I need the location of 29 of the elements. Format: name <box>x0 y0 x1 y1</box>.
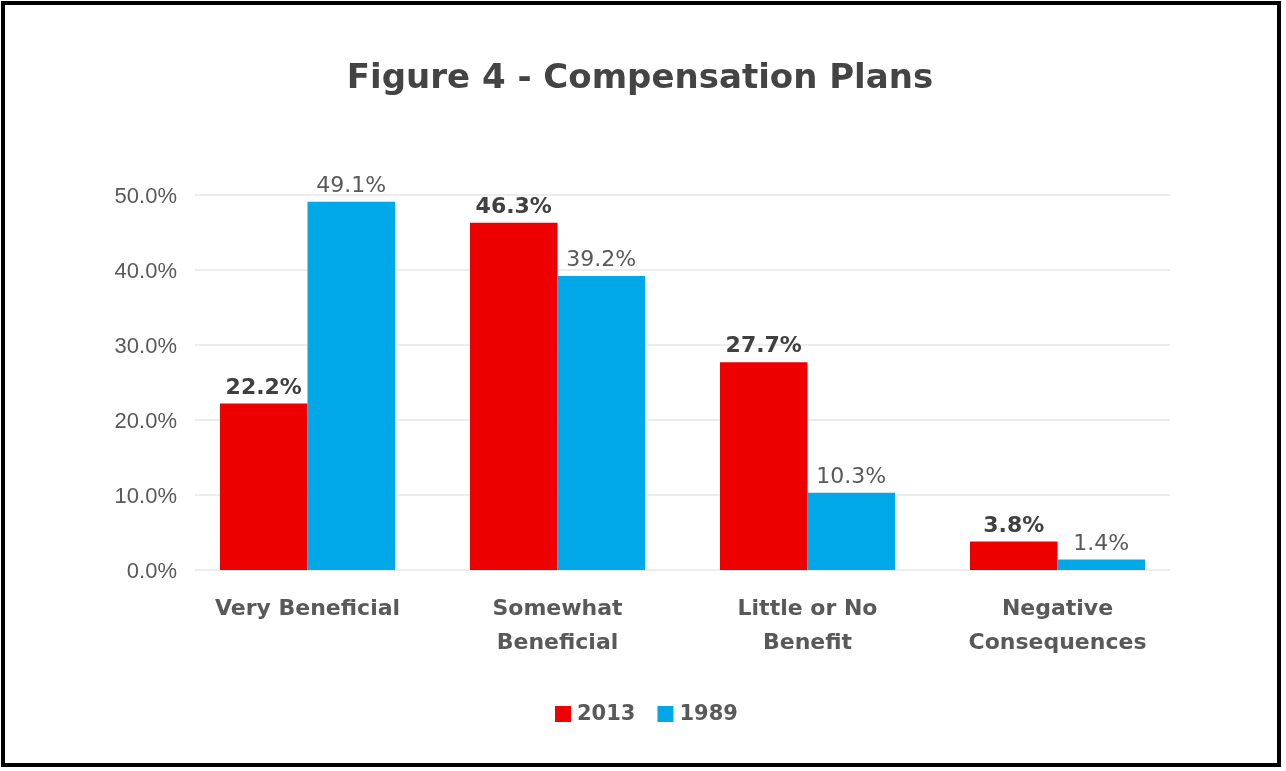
bar <box>1057 559 1145 570</box>
data-label: 46.3% <box>475 192 552 218</box>
data-label: 27.7% <box>725 332 802 358</box>
data-label: 49.1% <box>316 171 387 197</box>
x-tick-label: Little or No Benefit <box>737 595 878 654</box>
bar <box>970 541 1058 570</box>
bar <box>470 222 558 570</box>
y-tick-label: 40.0% <box>114 257 177 283</box>
bar <box>807 492 895 570</box>
bar <box>220 403 308 570</box>
x-tick-label: Very Beneficial <box>214 595 401 620</box>
data-label: 39.2% <box>566 246 637 271</box>
chart-title: Figure 4 - Compensation Plans <box>346 56 934 96</box>
legend-label: 1989 <box>679 701 738 725</box>
bar <box>557 276 645 570</box>
legend-label: 2013 <box>577 701 636 725</box>
y-tick-label: 0.0% <box>126 557 177 583</box>
bar <box>307 201 395 570</box>
y-tick-label: 50.0% <box>114 182 177 208</box>
bar <box>720 362 808 570</box>
x-tick-label: Somewhat Beneficial <box>492 595 624 654</box>
data-label: 3.8% <box>983 511 1045 537</box>
data-label: 1.4% <box>1073 529 1130 555</box>
data-label: 10.3% <box>816 462 887 488</box>
data-label: 22.2% <box>225 373 302 399</box>
y-tick-label: 10.0% <box>114 482 177 508</box>
y-tick-label: 20.0% <box>114 407 177 433</box>
x-tick-label: Negative Consequences <box>968 595 1147 654</box>
y-tick-label: 30.0% <box>114 332 177 358</box>
